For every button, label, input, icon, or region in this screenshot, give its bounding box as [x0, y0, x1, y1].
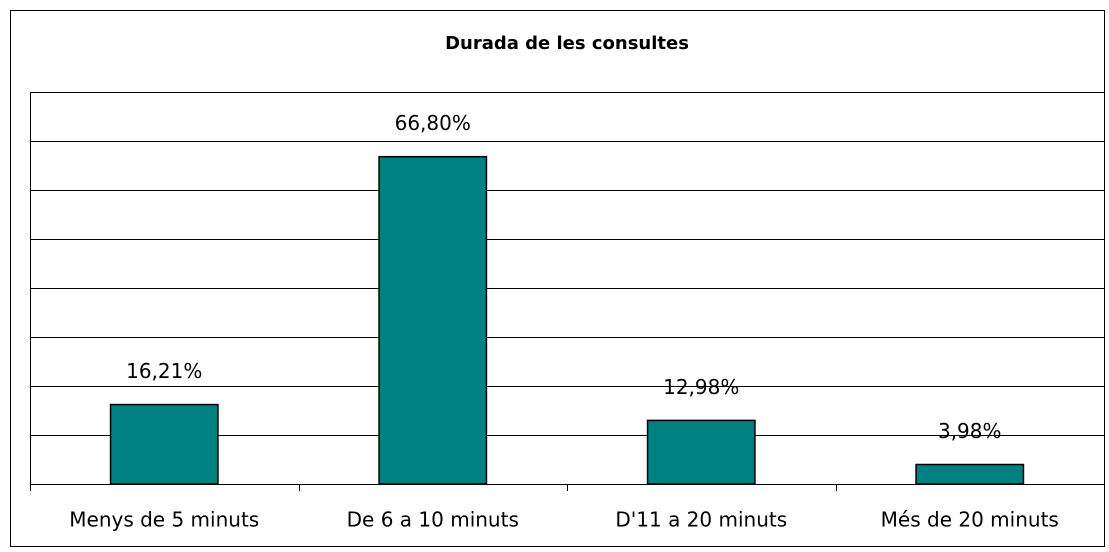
value-label: 12,98%: [663, 375, 739, 399]
bar: [378, 155, 488, 485]
x-tick-label: D'11 a 20 minuts: [615, 508, 787, 532]
x-tick-label: Més de 20 minuts: [881, 508, 1059, 532]
value-label: 66,80%: [395, 111, 471, 135]
bar: [915, 463, 1025, 485]
x-tick-label: Menys de 5 minuts: [69, 508, 259, 532]
bar: [646, 419, 756, 485]
bar: [109, 403, 219, 485]
value-label: 16,21%: [126, 359, 202, 383]
x-tick-label: De 6 a 10 minuts: [347, 508, 519, 532]
chart-title: Durada de les consultes: [445, 33, 689, 54]
value-label: 3,98%: [938, 419, 1002, 443]
